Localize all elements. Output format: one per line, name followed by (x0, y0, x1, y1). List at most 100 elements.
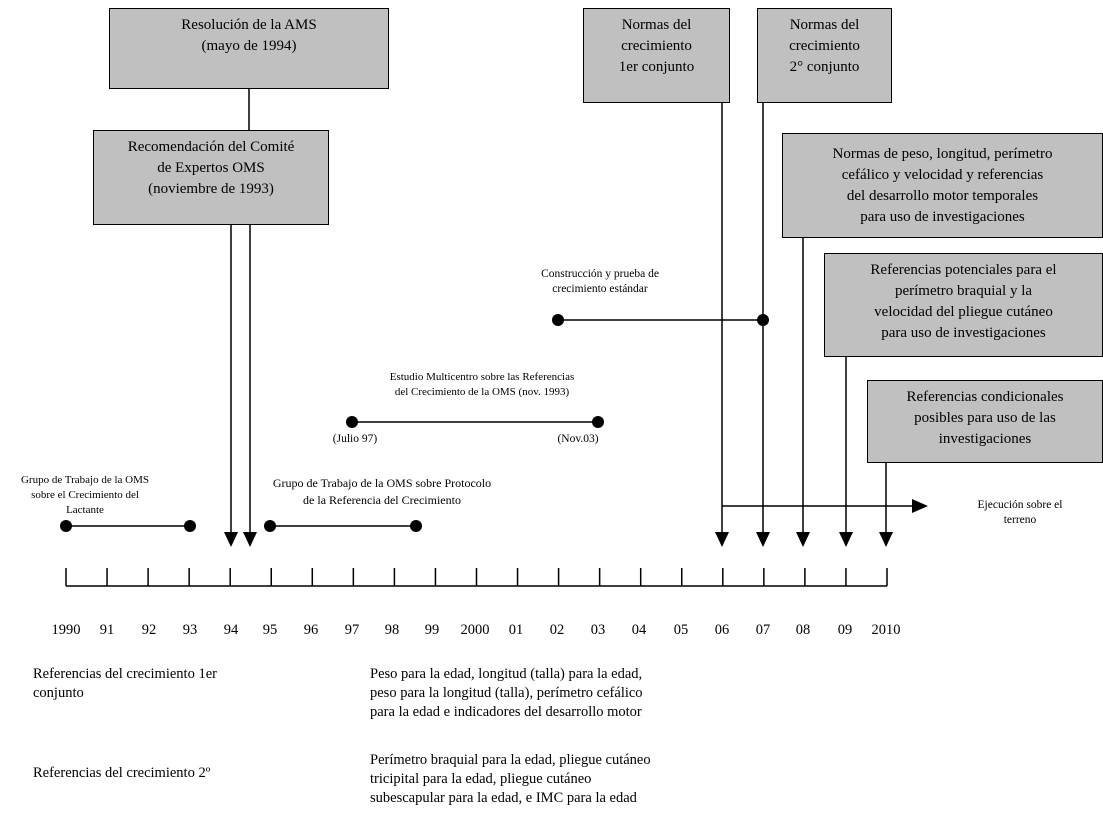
note-line: Referencias del crecimiento 2º (33, 765, 211, 781)
box-line: del desarrollo motor temporales (846, 188, 1039, 204)
box-line: (noviembre de 1993) (148, 181, 274, 197)
arrow-down-icon (879, 532, 893, 547)
box-line: Referencias potenciales para el (870, 262, 1057, 278)
label-julio-97: (Julio 97) (325, 432, 385, 447)
year-label: 07 (755, 622, 771, 638)
label-line: Lactante (66, 504, 104, 516)
box-line: Resolución de la AMS (181, 17, 317, 33)
box-normas-peso-longitud: Normas de peso, longitud, perímetro cefá… (782, 133, 1103, 238)
box-line: 1er conjunto (618, 59, 695, 75)
label-ejecucion-terreno: Ejecución sobre el terreno (960, 498, 1080, 528)
box-line: para uso de investigaciones (860, 209, 1025, 225)
box-line: Normas de peso, longitud, perímetro (832, 146, 1053, 162)
box-line: de Expertos OMS (157, 160, 265, 176)
dot-marker (410, 520, 422, 532)
box-referencias-potenciales: Referencias potenciales para el perímetr… (824, 253, 1103, 357)
note-line: conjunto (33, 685, 84, 701)
year-label: 98 (384, 622, 400, 638)
box-line: posibles para uso de las (914, 410, 1056, 426)
label-construccion-prueba: Construcción y prueba de crecimiento est… (520, 267, 680, 297)
arrow-down-icon (224, 532, 238, 547)
year-label: 2000 (460, 622, 490, 638)
year-label: 09 (837, 622, 853, 638)
arrow-down-icon (756, 532, 770, 547)
year-label: 96 (303, 622, 319, 638)
note-line: peso para la longitud (talla), perímetro… (370, 685, 643, 701)
label-line: del Crecimiento de la OMS (nov. 1993) (394, 386, 570, 398)
dot-marker (60, 520, 72, 532)
year-label: 03 (590, 622, 606, 638)
note-ref1-body: Peso para la edad, longitud (talla) para… (370, 665, 643, 722)
note-ref2-title: Referencias del crecimiento 2º (33, 764, 210, 783)
label-line: (Nov.03) (557, 433, 599, 445)
arrow-down-icon (243, 532, 257, 547)
dot-marker (346, 416, 358, 428)
label-line: de la Referencia del Crecimiento (303, 493, 461, 507)
box-resolucion-ams: Resolución de la AMS (mayo de 1994) (109, 8, 389, 89)
dot-marker (264, 520, 276, 532)
label-estudio-multicentro: Estudio Multicentro sobre las Referencia… (352, 370, 612, 400)
note-line: Referencias del crecimiento 1er (33, 666, 217, 682)
label-line: Estudio Multicentro sobre las Referencia… (389, 371, 575, 383)
box-line: Normas del (621, 17, 692, 33)
note-line: Peso para la edad, longitud (talla) para… (370, 666, 643, 682)
label-line: Ejecución sobre el (977, 499, 1063, 511)
box-line: para uso de investigaciones (881, 325, 1046, 341)
year-label: 94 (223, 622, 239, 638)
box-line: Referencias condicionales (906, 389, 1064, 405)
label-line: (Julio 97) (332, 433, 378, 445)
note-line: para la edad e indicadores del desarroll… (370, 704, 642, 720)
box-normas-2o-conjunto: Normas del crecimiento 2° conjunto (757, 8, 892, 103)
label-grupo-lactante: Grupo de Trabajo de la OMS sobre el Crec… (0, 473, 170, 518)
arrow-down-icon (715, 532, 729, 547)
box-line: (mayo de 1994) (201, 38, 297, 54)
box-line: velocidad del pliegue cutáneo (874, 304, 1053, 320)
year-label: 2010 (871, 622, 901, 638)
year-label: 97 (344, 622, 360, 638)
label-line: terreno (1003, 514, 1037, 526)
year-label: 1990 (51, 622, 81, 638)
label-line: crecimiento estándar (552, 283, 648, 295)
arrow-right-icon (912, 499, 928, 513)
year-label: 95 (262, 622, 278, 638)
year-label: 92 (141, 622, 157, 638)
year-label: 01 (508, 622, 524, 638)
note-line: Perímetro braquial para la edad, pliegue… (370, 752, 651, 768)
label-line: Grupo de Trabajo de la OMS (20, 474, 150, 486)
arrow-down-icon (839, 532, 853, 547)
label-line: Construcción y prueba de (541, 268, 659, 280)
box-line: Recomendación del Comité (127, 139, 295, 155)
year-label: 06 (714, 622, 730, 638)
arrow-down-icon (796, 532, 810, 547)
dot-marker (184, 520, 196, 532)
year-label: 91 (99, 622, 115, 638)
note-ref2-body: Perímetro braquial para la edad, pliegue… (370, 751, 651, 808)
box-recomendacion-comite: Recomendación del Comité de Expertos OMS… (93, 130, 329, 225)
dot-marker (757, 314, 769, 326)
box-line: crecimiento (789, 38, 860, 54)
box-line: investigaciones (938, 431, 1032, 447)
note-line: subescapular para la edad, e IMC para la… (370, 790, 637, 806)
box-referencias-condicionales: Referencias condicionales posibles para … (867, 380, 1103, 463)
year-label: 99 (424, 622, 440, 638)
label-nov-03: (Nov.03) (548, 432, 608, 447)
box-line: crecimiento (621, 38, 692, 54)
year-label: 93 (182, 622, 198, 638)
box-line: perímetro braquial y la (894, 283, 1033, 299)
dot-marker (552, 314, 564, 326)
year-label: 08 (795, 622, 811, 638)
label-line: Grupo de Trabajo de la OMS sobre Protoco… (272, 476, 492, 490)
label-grupo-protocolo: Grupo de Trabajo de la OMS sobre Protoco… (262, 475, 502, 509)
year-label: 04 (631, 622, 647, 638)
year-label: 02 (549, 622, 565, 638)
note-line: tricipital para la edad, pliegue cutáneo (370, 771, 592, 787)
note-ref1-title: Referencias del crecimiento 1er conjunto (33, 665, 217, 703)
dot-marker (592, 416, 604, 428)
box-line: 2° conjunto (789, 59, 860, 75)
box-normas-1er-conjunto: Normas del crecimiento 1er conjunto (583, 8, 730, 103)
box-line: cefálico y velocidad y referencias (841, 167, 1044, 183)
box-line: Normas del (789, 17, 860, 33)
year-label: 05 (673, 622, 689, 638)
